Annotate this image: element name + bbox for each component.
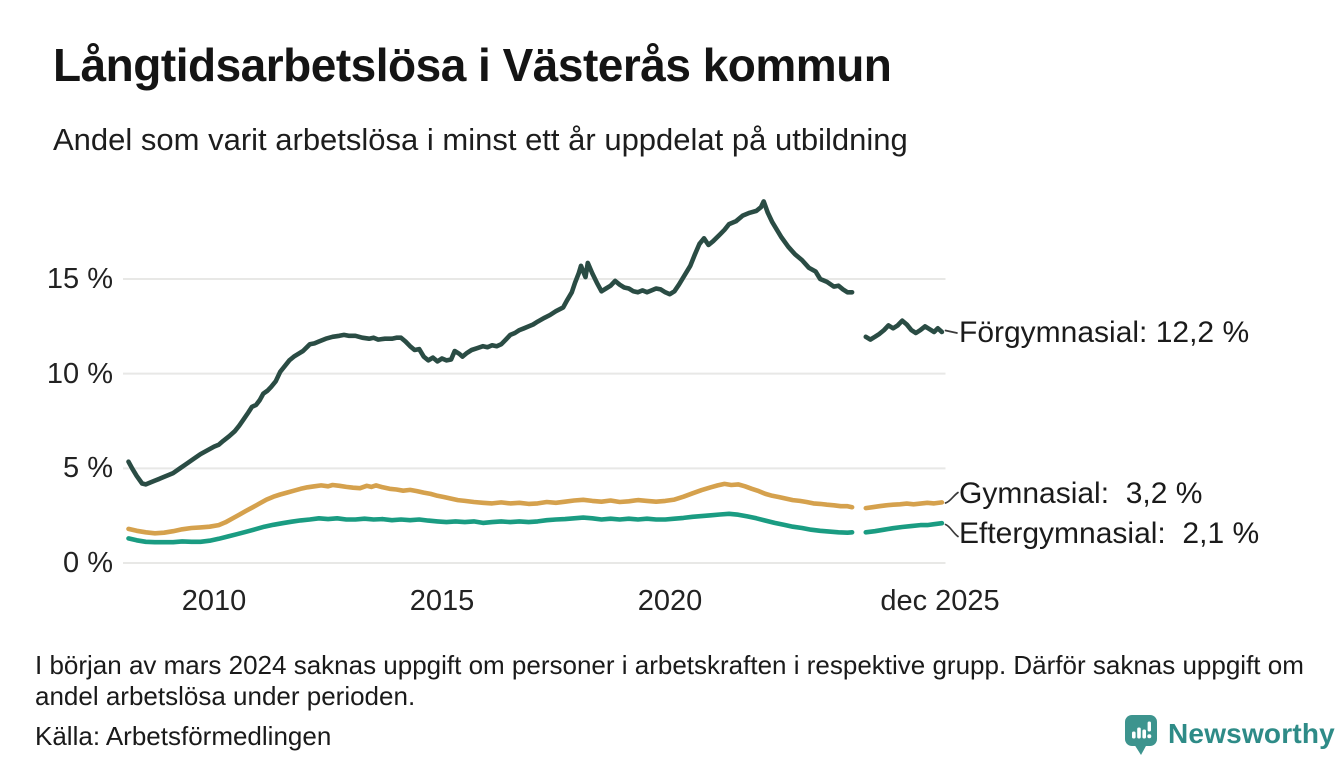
y-axis-tick-10: 10 % <box>46 358 113 390</box>
x-axis-tick-2015: 2015 <box>409 585 475 617</box>
legend-connector-eftergymnasial <box>944 523 959 538</box>
source-label: Källa: Arbetsförmedlingen <box>35 721 332 751</box>
x-axis-tick-2010: 2010 <box>181 585 247 617</box>
legend-gymnasial: Gymnasial: 3,2 % <box>959 477 1203 510</box>
page-title: Långtidsarbetslösa i Västerås kommun <box>53 39 892 91</box>
series-lines <box>126 199 945 545</box>
series-line-förgymnasial <box>126 199 855 487</box>
legend-connector-forgymnasial <box>944 329 958 334</box>
gridlines <box>123 278 946 564</box>
legend-eftergymnasial: Eftergymnasial: 2,1 % <box>959 517 1260 550</box>
page-subtitle: Andel som varit arbetslösa i minst ett å… <box>53 122 908 157</box>
legend-connector-gymnasial <box>944 491 959 504</box>
newsworthy-brand: Newsworthy <box>1124 714 1335 758</box>
series-line-eftergymnasial <box>863 520 945 535</box>
y-axis-tick-5: 5 % <box>63 452 113 484</box>
series-line-förgymnasial <box>863 318 945 342</box>
legend-forgymnasial: Förgymnasial: 12,2 % <box>959 316 1250 349</box>
y-axis-tick-15: 15 % <box>46 263 113 295</box>
footnote: I början av mars 2024 saknas uppgift om … <box>35 650 1304 711</box>
series-line-gymnasial <box>863 500 945 511</box>
newsworthy-logo-icon <box>1125 715 1157 755</box>
newsworthy-wordmark: Newsworthy <box>1168 718 1335 749</box>
series-line-eftergymnasial <box>126 511 855 545</box>
x-axis-tick-dec-2025: dec 2025 <box>880 585 1000 617</box>
legend-connectors <box>944 329 959 538</box>
series-line-gymnasial <box>126 481 855 536</box>
y-axis-tick-0: 0 % <box>63 547 113 579</box>
x-axis-tick-2020: 2020 <box>637 585 703 617</box>
